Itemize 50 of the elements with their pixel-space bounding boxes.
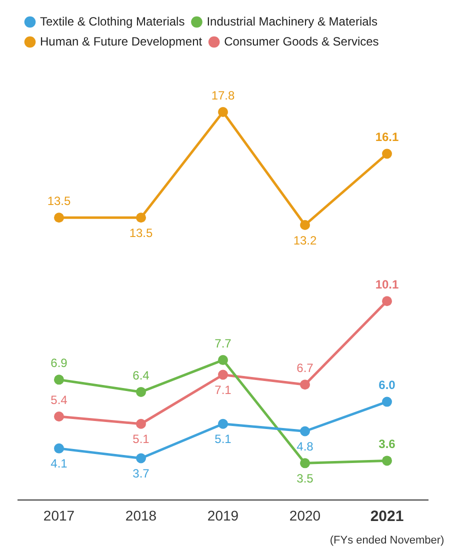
data-label: 13.2 [293, 233, 317, 248]
data-label: 7.7 [214, 336, 232, 350]
data-label: 13.5 [47, 194, 71, 208]
data-label: 6.7 [296, 360, 314, 375]
data-label: 5.1 [214, 432, 232, 446]
legend-label: Human & Future Development [40, 34, 203, 48]
point [382, 296, 392, 306]
x-tick-label: 2020 [289, 507, 321, 524]
point [218, 107, 228, 118]
point [54, 443, 64, 454]
data-label: 6.9 [50, 356, 68, 370]
point [136, 418, 146, 429]
point [382, 396, 392, 407]
data-label: 6.4 [132, 368, 150, 382]
legend-label: Consumer Goods & Services [224, 34, 379, 48]
point [136, 453, 146, 464]
point [54, 374, 64, 385]
legend-label: Textile & Clothing Materials [40, 14, 185, 28]
data-label: 3.5 [296, 471, 314, 486]
point [382, 148, 392, 159]
x-tick-label: 2021 [370, 508, 404, 526]
data-label: 10.1 [375, 277, 399, 292]
data-label: 17.8 [211, 88, 235, 102]
point [54, 412, 64, 422]
data-label: 6.0 [378, 378, 396, 392]
point [218, 370, 228, 380]
x-tick-label: 2017 [43, 507, 75, 524]
point [300, 458, 310, 468]
point [218, 418, 228, 429]
data-label: 4.1 [50, 456, 68, 471]
text: (FYs ended November) [330, 534, 444, 547]
x-tick-label: 2019 [207, 507, 239, 524]
point [300, 426, 310, 436]
data-label: 3.7 [132, 466, 150, 481]
point [136, 386, 146, 397]
data-label: 3.6 [378, 437, 396, 452]
x-tick-label: 2018 [125, 507, 157, 524]
point [300, 380, 310, 390]
data-label: 13.5 [129, 226, 153, 240]
data-label: 4.8 [296, 440, 314, 454]
point [218, 355, 228, 366]
data-label: 16.1 [375, 130, 399, 144]
data-label: 5.4 [50, 392, 68, 407]
data-label: 7.1 [214, 383, 232, 398]
point [54, 212, 64, 223]
data-label: 5.1 [132, 432, 150, 446]
legend-label: Industrial Machinery & Materials [206, 14, 378, 28]
point [382, 456, 392, 466]
point [300, 220, 310, 230]
point [136, 212, 146, 223]
